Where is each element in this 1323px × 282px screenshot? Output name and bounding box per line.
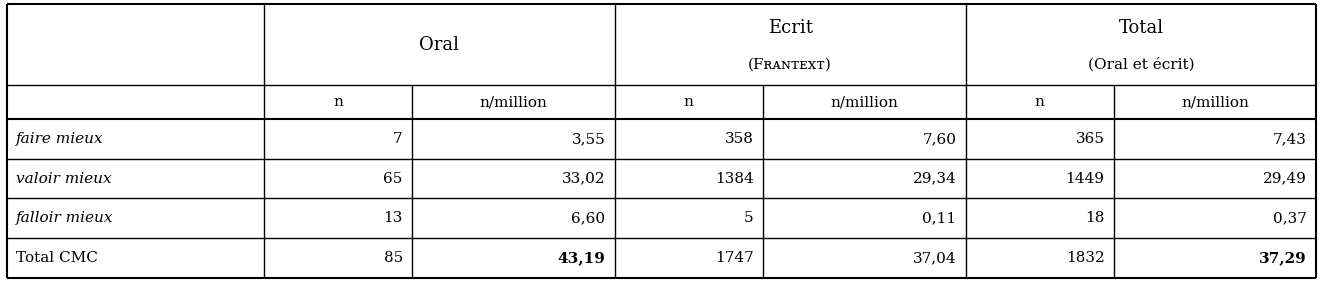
Text: 37,04: 37,04 [913, 251, 957, 265]
Text: Total: Total [1118, 19, 1163, 37]
Text: 13: 13 [384, 211, 402, 225]
Text: 6,60: 6,60 [572, 211, 606, 225]
Text: 0,11: 0,11 [922, 211, 957, 225]
Text: 29,49: 29,49 [1263, 172, 1307, 186]
Text: valoir mieux: valoir mieux [16, 172, 111, 186]
Text: 365: 365 [1076, 132, 1105, 146]
Text: 37,29: 37,29 [1259, 251, 1307, 265]
Text: n/million: n/million [831, 95, 898, 109]
Text: Ecrit: Ecrit [767, 19, 812, 37]
Text: 0,37: 0,37 [1273, 211, 1307, 225]
Text: n: n [684, 95, 693, 109]
Text: 85: 85 [384, 251, 402, 265]
Text: n/million: n/million [479, 95, 548, 109]
Text: 358: 358 [725, 132, 754, 146]
Text: faire mieux: faire mieux [16, 132, 103, 146]
Text: 1832: 1832 [1065, 251, 1105, 265]
Text: 7: 7 [393, 132, 402, 146]
Text: 7,43: 7,43 [1273, 132, 1307, 146]
Text: 29,34: 29,34 [913, 172, 957, 186]
Text: 18: 18 [1085, 211, 1105, 225]
Text: n: n [333, 95, 343, 109]
Text: 65: 65 [384, 172, 402, 186]
Text: falloir mieux: falloir mieux [16, 211, 114, 225]
Text: n/million: n/million [1181, 95, 1249, 109]
Text: Oral: Oral [419, 36, 459, 54]
Text: (Oral et écrit): (Oral et écrit) [1088, 57, 1195, 72]
Text: 3,55: 3,55 [572, 132, 606, 146]
Text: 5: 5 [744, 211, 754, 225]
Text: 7,60: 7,60 [922, 132, 957, 146]
Text: 1747: 1747 [714, 251, 754, 265]
Text: 1384: 1384 [714, 172, 754, 186]
Text: 1449: 1449 [1065, 172, 1105, 186]
Text: (Fʀᴀɴᴛᴇxᴛ): (Fʀᴀɴᴛᴇxᴛ) [749, 57, 832, 71]
Text: n: n [1035, 95, 1045, 109]
Text: 33,02: 33,02 [562, 172, 606, 186]
Text: Total CMC: Total CMC [16, 251, 98, 265]
Text: 43,19: 43,19 [557, 251, 606, 265]
